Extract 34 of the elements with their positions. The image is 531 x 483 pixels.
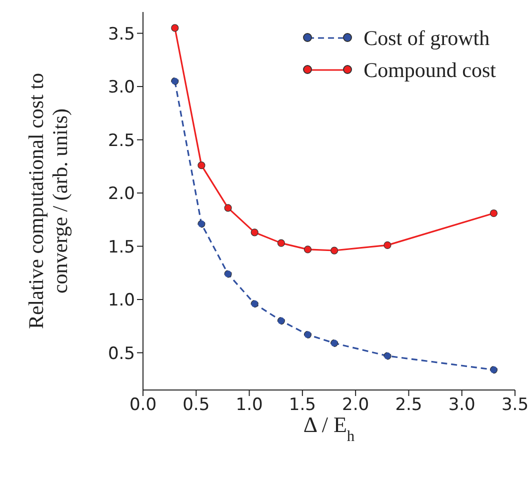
point xyxy=(224,204,232,212)
x-tick-label: 1.0 xyxy=(236,395,263,416)
point xyxy=(384,352,392,360)
point xyxy=(224,270,232,278)
point xyxy=(277,316,285,325)
point xyxy=(330,339,338,347)
point xyxy=(277,239,285,247)
x-tick-label: 0.0 xyxy=(129,395,157,416)
point xyxy=(490,209,498,218)
point xyxy=(384,241,392,249)
point xyxy=(198,220,206,228)
point xyxy=(250,228,258,236)
point xyxy=(171,77,179,86)
point xyxy=(250,300,258,308)
x-tick-label: 0.5 xyxy=(182,395,210,416)
x-tick-label: 3.5 xyxy=(501,395,529,416)
y-tick-label: 0.5 xyxy=(108,344,135,364)
y-tick-label: 1.0 xyxy=(108,290,135,311)
y-tick-label: 3.5 xyxy=(108,24,135,44)
x-tick-label: 3.0 xyxy=(448,395,476,416)
point xyxy=(171,24,179,32)
point xyxy=(198,162,206,170)
point xyxy=(304,330,312,338)
point xyxy=(490,366,498,374)
x-tick-label: 2.5 xyxy=(395,395,422,416)
y-tick-label: 2.0 xyxy=(108,184,135,204)
point xyxy=(304,246,312,254)
y-tick-label: 3.0 xyxy=(108,78,135,98)
y-tick-label: 1.5 xyxy=(108,237,135,258)
y-axis-title: Relative computational cost to converge / (arb. units) xyxy=(24,72,72,330)
legend-label: Compound cost xyxy=(364,58,496,82)
y-tick-label: 2.5 xyxy=(108,130,135,151)
point xyxy=(330,246,338,254)
legend-label: Cost of growth xyxy=(364,26,490,50)
